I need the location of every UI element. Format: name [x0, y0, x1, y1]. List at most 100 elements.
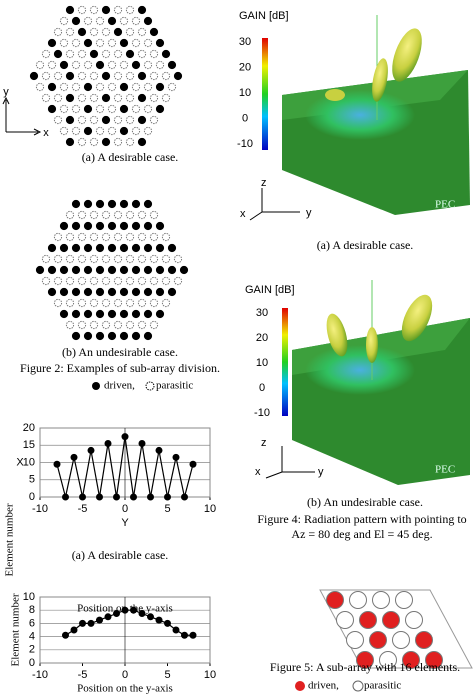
legend-label: driven,	[104, 380, 135, 392]
array-element	[137, 115, 147, 125]
array-element	[155, 104, 165, 114]
axis-label: z	[261, 437, 267, 449]
array-element	[107, 38, 117, 48]
array-element	[101, 49, 111, 59]
array-element	[59, 221, 69, 231]
array-element	[149, 93, 159, 103]
array-element	[155, 221, 165, 231]
array-element	[41, 254, 51, 264]
data-point	[121, 606, 129, 614]
array-element	[137, 27, 147, 37]
array-element	[95, 60, 105, 70]
array-element	[119, 60, 129, 70]
array-element	[113, 320, 123, 330]
array-element	[125, 276, 135, 286]
array-element	[95, 243, 105, 253]
array-element	[95, 16, 105, 26]
array-element	[107, 126, 117, 136]
array-element	[71, 104, 81, 114]
array-element	[59, 60, 69, 70]
array-element	[113, 254, 123, 264]
array-element	[149, 210, 159, 220]
array-element	[119, 243, 129, 253]
array-element	[77, 71, 87, 81]
array-element	[77, 137, 87, 147]
array-element	[83, 38, 93, 48]
array-element	[143, 126, 153, 136]
array-element	[125, 232, 135, 242]
side-lobes	[305, 345, 415, 395]
array-element	[131, 243, 141, 253]
array-element	[77, 49, 87, 59]
array-element	[137, 210, 147, 220]
array-element	[155, 309, 165, 319]
array-element	[83, 309, 93, 319]
array-element	[95, 38, 105, 48]
array-element	[59, 243, 69, 253]
array-element	[71, 38, 81, 48]
array-element	[173, 276, 183, 286]
data-point	[147, 493, 154, 501]
array-element	[47, 265, 57, 275]
array-element	[143, 243, 153, 253]
array-element	[161, 71, 171, 81]
array-element	[89, 232, 99, 242]
array-element	[71, 243, 81, 253]
array-element	[53, 115, 63, 125]
array-element	[65, 71, 75, 81]
caption: (a) A desirable case.	[316, 238, 414, 252]
array-element	[143, 38, 153, 48]
array-element	[101, 254, 111, 264]
y-tick-label: 2	[29, 644, 35, 656]
sub-array-element	[359, 611, 377, 629]
x-axis-title: Y	[121, 517, 129, 529]
array-element	[71, 265, 81, 275]
array-element	[131, 126, 141, 136]
array-element	[179, 265, 189, 275]
axis-label: x	[255, 466, 261, 478]
sub-array-element	[402, 651, 420, 669]
array-element	[77, 298, 87, 308]
data-point	[181, 493, 188, 501]
array-element	[89, 320, 99, 330]
gain-tick-label: -10	[254, 407, 270, 419]
array-element	[119, 38, 129, 48]
sub-array-element	[369, 631, 387, 649]
array-element	[137, 137, 147, 147]
gain-tick-label: 20	[239, 61, 251, 73]
y-tick-label: 0	[29, 657, 35, 669]
array-element	[125, 71, 135, 81]
data-point	[172, 453, 180, 461]
array-element	[113, 115, 123, 125]
array-element	[119, 331, 129, 341]
array-element	[155, 243, 165, 253]
array-element	[71, 309, 81, 319]
x-tick-label: 0	[122, 503, 128, 515]
data-point	[87, 446, 95, 454]
array-element	[137, 71, 147, 81]
array-element	[65, 254, 75, 264]
x-tick-label: -5	[78, 503, 88, 515]
axis-label: y	[3, 86, 9, 98]
legend-label: driven,	[308, 680, 339, 692]
data-point	[155, 446, 163, 454]
sub-array-element	[405, 611, 423, 629]
array-element	[107, 82, 117, 92]
array-element	[155, 287, 165, 297]
x-tick-label: -10	[32, 503, 48, 515]
array-element	[77, 320, 87, 330]
array-element	[149, 49, 159, 59]
array-element	[101, 93, 111, 103]
lobe	[372, 58, 388, 102]
array-element	[167, 287, 177, 297]
array-element	[137, 93, 147, 103]
x-tick-label: 5	[164, 669, 170, 681]
array-element	[95, 309, 105, 319]
array-element	[83, 82, 93, 92]
array-element	[113, 210, 123, 220]
array-element	[107, 60, 117, 70]
array-element	[149, 71, 159, 81]
data-point	[181, 631, 188, 639]
array-element	[161, 232, 171, 242]
chart-title: Position on the y-axis	[77, 603, 173, 615]
